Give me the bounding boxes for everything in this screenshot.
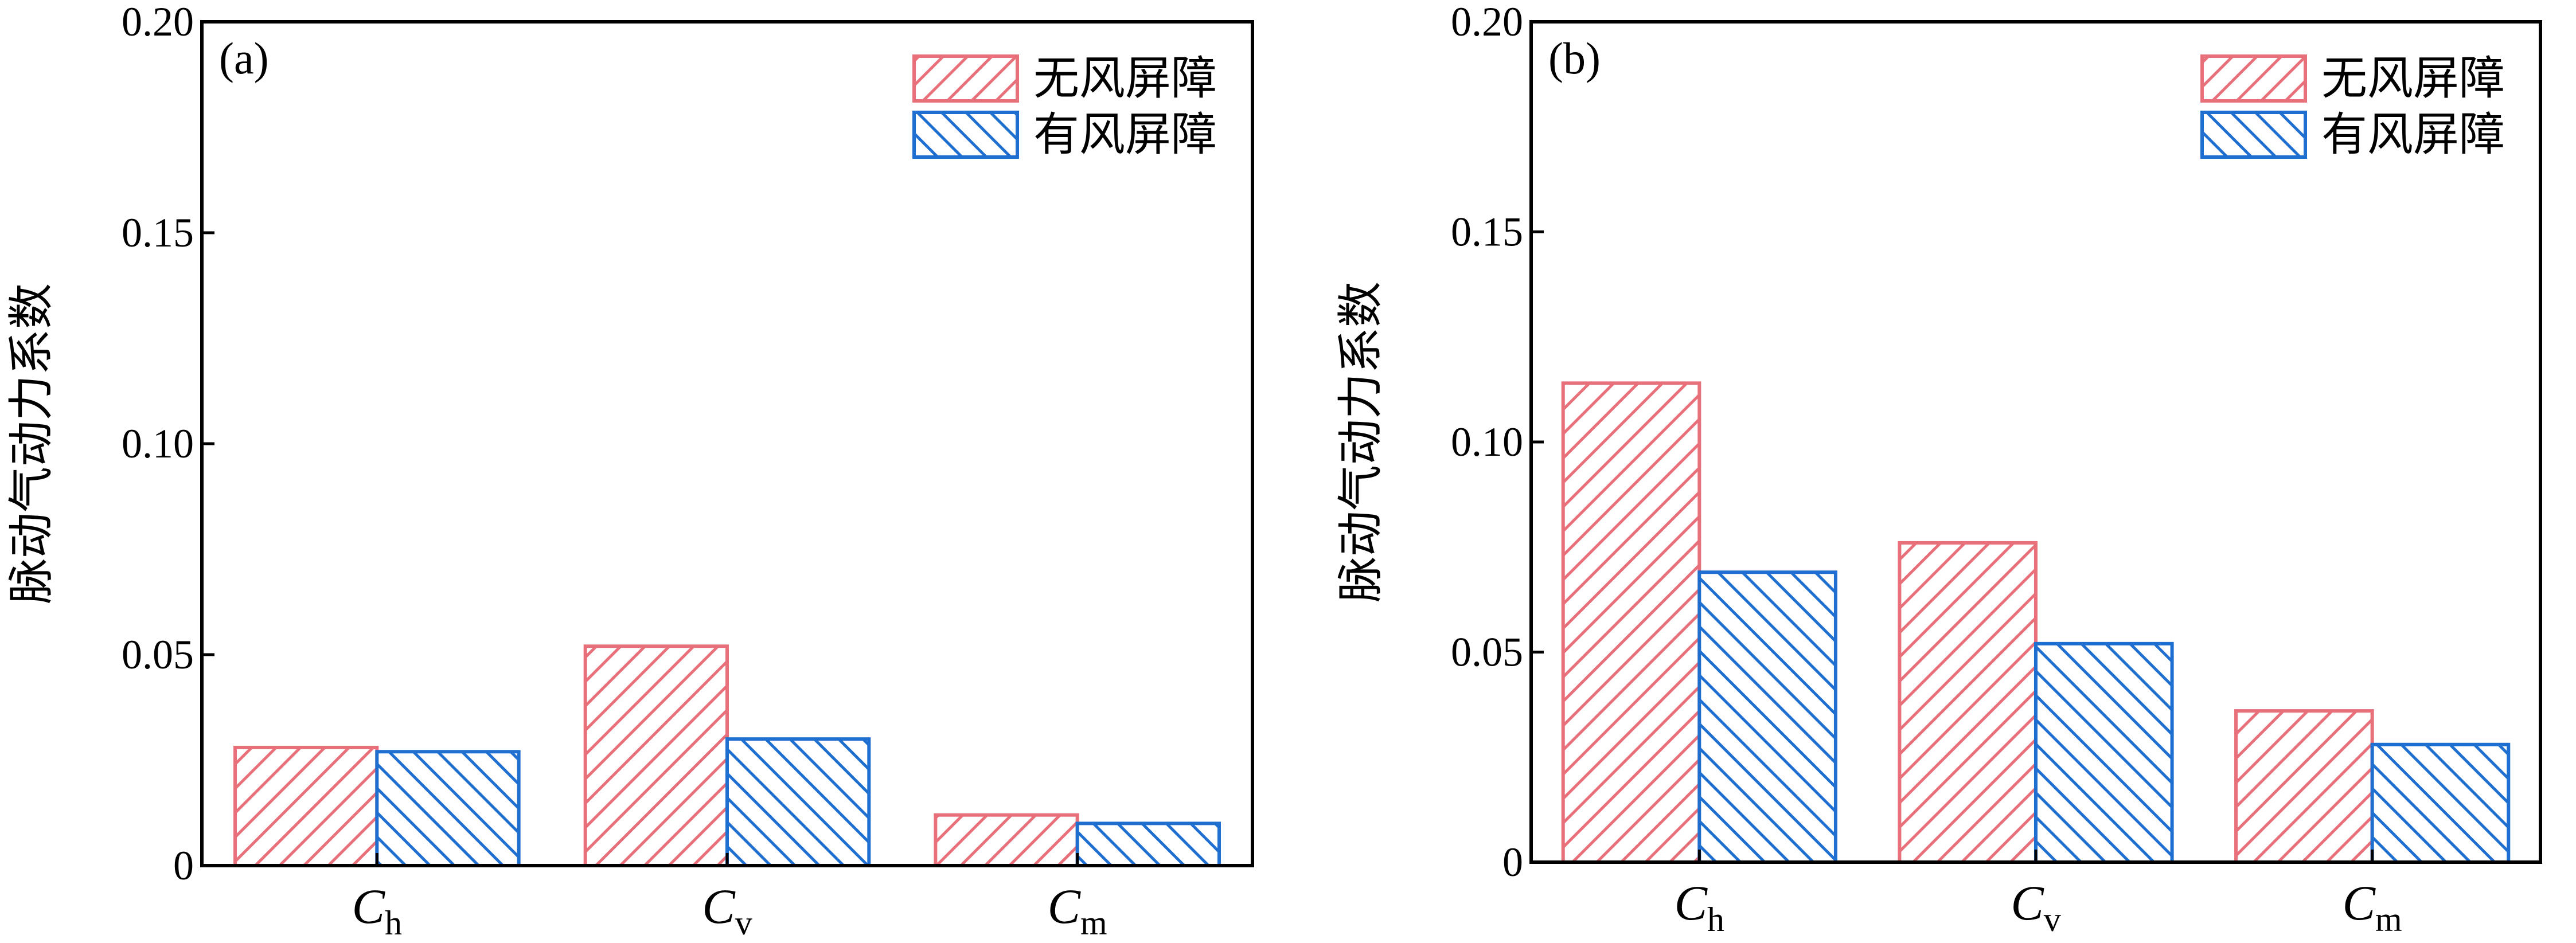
chart-panel-b: 0 0.05 0.10 0.15 0.20 脉动气动力系数 Ch Cv Cm (b) 无风屏障有风屏… bbox=[1334, 0, 2542, 938]
legend-swatch-with-barrier bbox=[912, 111, 1019, 159]
x-tick-label: Ch bbox=[352, 879, 402, 942]
bar-with-barrier-h bbox=[375, 750, 521, 868]
bar-without-barrier-h bbox=[233, 745, 379, 868]
y-tick-label: 0.20 bbox=[1451, 0, 1523, 45]
y-tick-label: 0.05 bbox=[1451, 629, 1523, 675]
y-axis-label: 脉动气动力系数 bbox=[5, 283, 58, 604]
plot-frame bbox=[200, 20, 1254, 867]
bar-without-barrier-h bbox=[1561, 381, 1701, 864]
y-tick-label: 0.05 bbox=[122, 632, 194, 678]
x-tick-label: Ch bbox=[1675, 875, 1724, 938]
y-tick-label: 0.15 bbox=[122, 210, 194, 256]
legend-swatch-without-barrier bbox=[2200, 54, 2307, 103]
bar-without-barrier-v bbox=[1898, 541, 2038, 864]
plot-frame bbox=[1529, 20, 2542, 864]
y-tick-label: 0.15 bbox=[1451, 209, 1523, 255]
legend-label-with-barrier: 有风屏障 bbox=[2321, 108, 2505, 161]
bar-with-barrier-v bbox=[725, 737, 871, 867]
legend-label-without-barrier: 无风屏障 bbox=[1033, 52, 1217, 105]
x-tick-label: Cv bbox=[2011, 875, 2060, 938]
x-tick-label: Cm bbox=[1048, 879, 1107, 942]
legend-swatch-without-barrier bbox=[912, 54, 1019, 103]
bar-with-barrier-h bbox=[1697, 570, 1837, 864]
chart-panel-a: 0 0.05 0.10 0.15 0.20 脉动气动力系数 Ch Cv Cm (a) 无风屏障有风屏… bbox=[5, 0, 1254, 942]
bar-without-barrier-v bbox=[583, 644, 729, 868]
y-tick-label: 0.10 bbox=[122, 421, 194, 467]
legend-label-with-barrier: 有风屏障 bbox=[1033, 108, 1217, 161]
panel-label: (b) bbox=[1548, 33, 1601, 83]
bar-without-barrier-m bbox=[934, 813, 1079, 868]
bar-with-barrier-m bbox=[1075, 821, 1221, 868]
y-tick-label: 0.10 bbox=[1451, 419, 1523, 465]
x-tick-label: Cv bbox=[702, 879, 752, 942]
y-axis-label: 脉动气动力系数 bbox=[1334, 281, 1387, 602]
panel-label: (a) bbox=[219, 33, 269, 83]
legend-swatch-with-barrier bbox=[2200, 111, 2307, 159]
bar-with-barrier-v bbox=[2034, 641, 2174, 864]
y-tick-label: 0 bbox=[1502, 839, 1523, 885]
y-tick-label: 0.20 bbox=[122, 0, 194, 45]
y-tick-label: 0 bbox=[173, 843, 194, 889]
x-tick-label: Cm bbox=[2343, 875, 2402, 938]
legend-label-without-barrier: 无风屏障 bbox=[2321, 52, 2505, 105]
bar-with-barrier-m bbox=[2370, 742, 2511, 864]
bar-without-barrier-m bbox=[2234, 709, 2374, 864]
